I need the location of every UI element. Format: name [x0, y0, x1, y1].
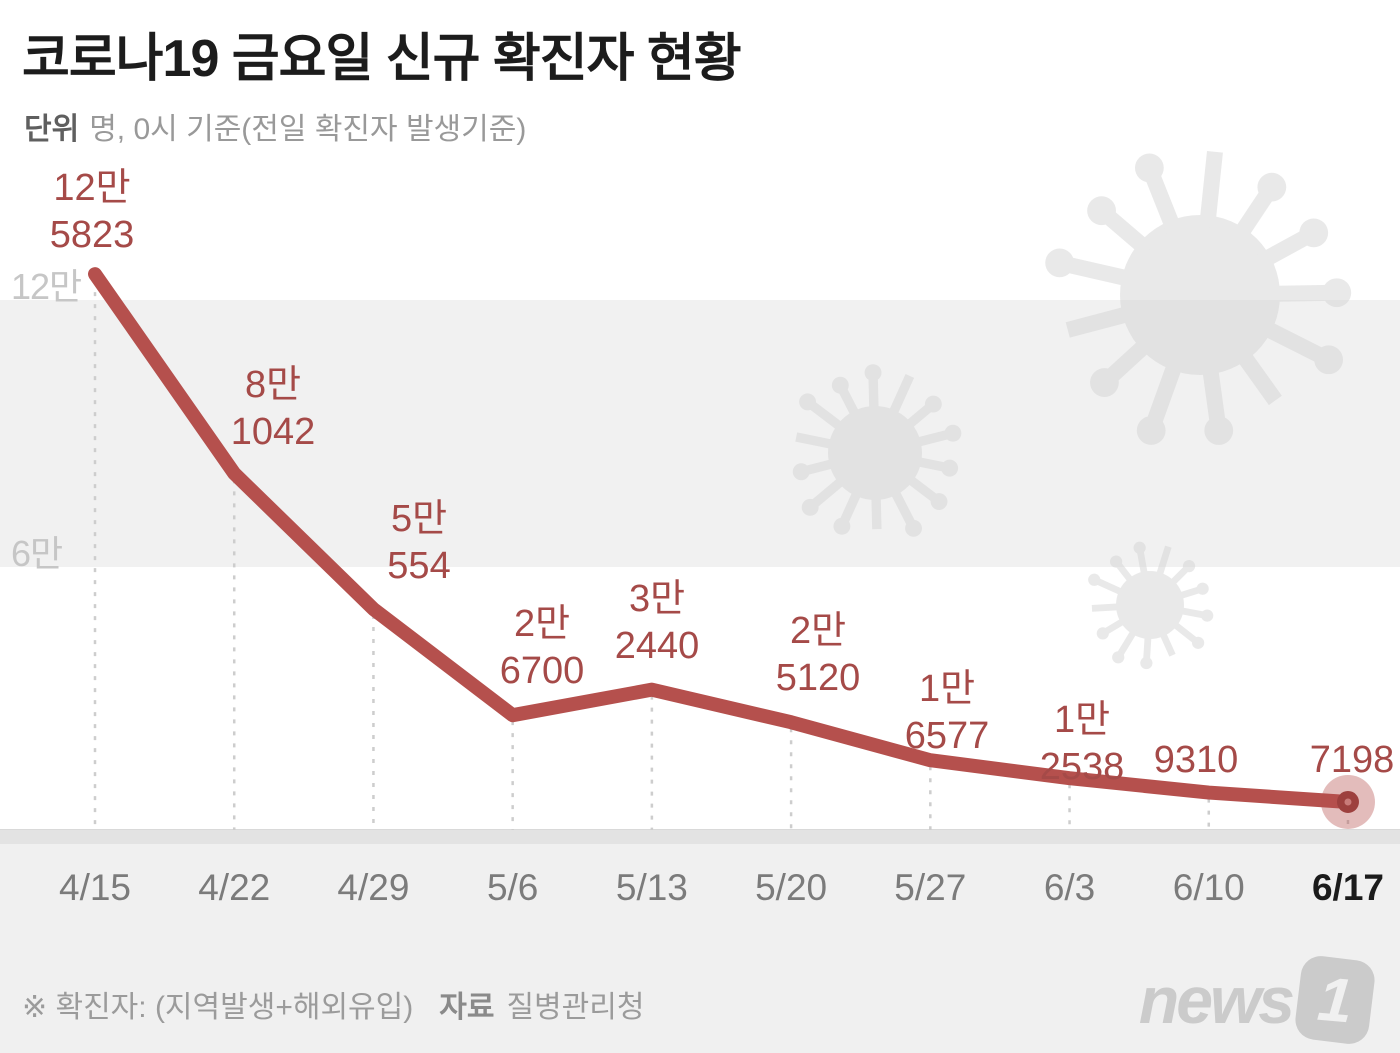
- footnote: ※ 확진자: (지역발생+해외유입) 자료 질병관리청: [22, 982, 644, 1026]
- point-value-label: 2만 5120: [775, 610, 861, 699]
- series-line: [88, 267, 1355, 809]
- x-tick-label: 5/6: [486, 867, 539, 908]
- unit-label: 단위: [24, 113, 80, 146]
- point-value-label: 12만 5823: [49, 167, 135, 256]
- x-axis-line: [0, 829, 1400, 844]
- x-tick-label: 6/3: [1043, 867, 1096, 908]
- virus-watermark-icon: [1088, 541, 1214, 670]
- point-value-label: 5만 554: [387, 498, 451, 587]
- source-label: 자료: [439, 991, 495, 1024]
- point-value-label: 3만 2440: [614, 578, 700, 667]
- x-tick-label: 5/20: [755, 867, 828, 908]
- point-value-label: 8만 1042: [230, 364, 316, 453]
- chart-title: 코로나19 금요일 신규 확진자 현황: [22, 30, 742, 88]
- source-value: 질병관리청: [506, 991, 645, 1024]
- y-tick-label: 6만: [11, 533, 63, 574]
- point-value-label: 7198: [1309, 739, 1395, 781]
- chart-subtitle: 단위 명, 0시 기준(전일 확진자 발생기준): [24, 104, 526, 148]
- x-tick-label: 4/22: [198, 867, 271, 908]
- x-tick-label: 5/13: [615, 867, 688, 908]
- x-tick-label: 4/15: [58, 867, 132, 908]
- point-value-label: 9310: [1153, 739, 1239, 781]
- news1-logo: news 1: [1138, 953, 1377, 1047]
- x-axis-label-area: [0, 844, 1400, 1053]
- x-tick-label: 5/27: [894, 867, 967, 908]
- x-tick-label: 6/10: [1172, 867, 1245, 908]
- news1-logo-text: news: [1138, 963, 1295, 1037]
- x-tick-label: 6/17: [1311, 867, 1384, 908]
- news1-logo-badge-digit: 1: [1314, 964, 1356, 1036]
- virus-watermark-icon: [792, 364, 962, 537]
- point-value-label: 1만 2538: [1039, 699, 1125, 788]
- point-value-label: 2만 6700: [499, 603, 585, 692]
- x-tick-label: 4/29: [337, 867, 410, 908]
- news1-logo-badge-icon: 1: [1293, 953, 1377, 1047]
- y-tick-label: 12만: [11, 266, 82, 307]
- point-value-label: 1만 6577: [904, 668, 990, 757]
- end-marker-center: [1344, 798, 1352, 806]
- virus-watermark-icon: [1045, 150, 1352, 445]
- unit-text: 명, 0시 기준(전일 확진자 발생기준): [89, 113, 527, 146]
- footnote-text: ※ 확진자: (지역발생+해외유입): [22, 991, 414, 1024]
